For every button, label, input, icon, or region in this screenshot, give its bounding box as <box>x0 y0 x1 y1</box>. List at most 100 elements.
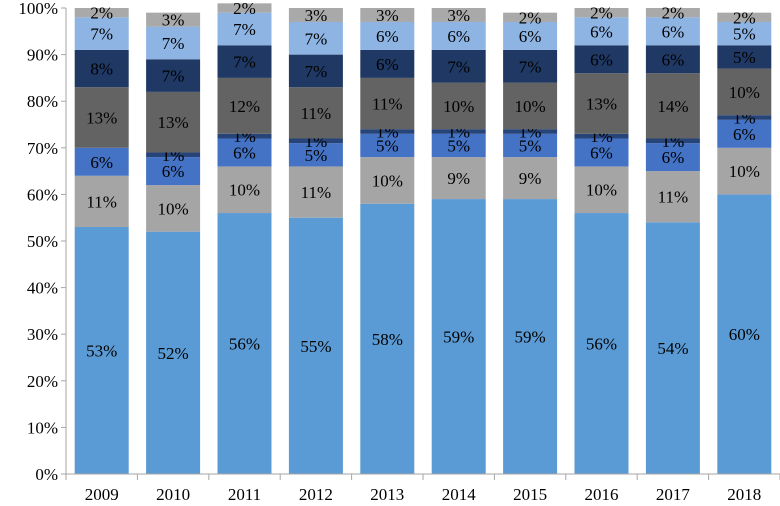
bar-segment <box>146 26 201 60</box>
data-label: 7% <box>90 25 113 44</box>
data-label: 2% <box>590 4 613 23</box>
bar-segment <box>574 8 629 18</box>
data-label: 3% <box>305 6 328 25</box>
data-label: 7% <box>305 29 328 48</box>
bar-segment <box>360 203 415 474</box>
data-label: 11% <box>372 95 403 114</box>
x-tick-label: 2017 <box>656 485 691 504</box>
data-label: 10% <box>158 199 189 218</box>
x-tick-label: 2010 <box>156 485 190 504</box>
bar-segment <box>645 73 700 139</box>
bar-segment <box>74 175 129 228</box>
data-label: 58% <box>372 330 403 349</box>
bar-segment <box>217 138 272 167</box>
data-label: 3% <box>162 11 185 30</box>
y-tick-label: 50% <box>27 232 58 251</box>
data-label: 3% <box>447 6 470 25</box>
bar-segment <box>74 49 129 88</box>
bar-segment <box>717 115 772 120</box>
data-label: 6% <box>233 143 256 162</box>
bar-segment <box>717 147 772 195</box>
bar-segment <box>74 87 129 148</box>
data-label: 2% <box>662 4 685 23</box>
bar-segment <box>574 73 629 134</box>
data-label: 14% <box>657 97 688 116</box>
y-tick-label: 0% <box>35 465 58 484</box>
bar-segment <box>74 17 129 50</box>
data-label: 52% <box>158 344 189 363</box>
bar-segment <box>431 129 486 134</box>
bar-segment <box>574 17 629 46</box>
data-label: 6% <box>662 148 685 167</box>
bar-segment <box>503 82 558 130</box>
x-tick-label: 2012 <box>299 485 333 504</box>
bar-segment <box>717 119 772 148</box>
bar-segment <box>217 12 272 46</box>
bar-segment <box>288 21 343 55</box>
data-label: 7% <box>162 67 185 86</box>
data-label: 10% <box>372 171 403 190</box>
bar-segment <box>288 217 343 474</box>
x-tick-label: 2009 <box>85 485 119 504</box>
bar-segment <box>574 213 629 475</box>
data-label: 6% <box>519 27 542 46</box>
bar-segment <box>503 49 558 83</box>
bar-segment <box>360 77 415 130</box>
bar-segment <box>717 194 772 474</box>
bar-segment <box>717 68 772 116</box>
data-label: 5% <box>519 136 542 155</box>
data-label: 6% <box>733 125 756 144</box>
bar-segment <box>574 138 629 167</box>
data-label: 13% <box>158 113 189 132</box>
x-tick-label: 2014 <box>442 485 477 504</box>
data-label: 11% <box>86 192 117 211</box>
data-label: 53% <box>86 342 117 361</box>
y-tick-label: 80% <box>27 92 58 111</box>
bar-segment <box>431 8 486 22</box>
x-tick-label: 2018 <box>727 485 761 504</box>
bar-segment <box>431 157 486 200</box>
bar-segment <box>217 133 272 139</box>
bar-segment <box>503 199 558 474</box>
bar-segment <box>288 87 343 139</box>
x-tick-label: 2013 <box>370 485 404 504</box>
bar-segment <box>217 3 272 13</box>
y-tick-label: 90% <box>27 46 58 65</box>
data-label: 10% <box>515 97 546 116</box>
bar-segment <box>217 77 272 134</box>
data-label: 60% <box>729 325 760 344</box>
data-label: 9% <box>447 169 470 188</box>
data-label: 6% <box>590 50 613 69</box>
data-label: 5% <box>376 136 399 155</box>
data-label: 7% <box>447 57 470 76</box>
data-label: 6% <box>590 143 613 162</box>
bar-segment <box>503 129 558 134</box>
data-label: 10% <box>729 162 760 181</box>
bar-segment <box>645 17 700 46</box>
data-label: 5% <box>305 146 328 165</box>
bar-segment <box>146 91 201 153</box>
bar-segment <box>74 147 129 176</box>
bar-segment <box>217 213 272 475</box>
bar-segment <box>146 152 201 158</box>
bar-segment <box>645 138 700 144</box>
bar-segment <box>288 138 343 144</box>
data-label: 2% <box>90 4 113 23</box>
data-label: 11% <box>301 183 332 202</box>
bar-segment <box>360 129 415 134</box>
data-label: 9% <box>519 169 542 188</box>
bar-segment <box>146 59 201 92</box>
bar-segment <box>645 143 700 172</box>
bar-segment <box>431 199 486 474</box>
bar-segment <box>74 8 129 18</box>
data-label: 2% <box>519 8 542 27</box>
bar-segment <box>717 12 772 22</box>
data-label: 56% <box>586 335 617 354</box>
data-label: 8% <box>90 60 113 79</box>
data-label: 10% <box>443 97 474 116</box>
bar-segment <box>360 49 415 78</box>
bar-segment <box>503 21 558 50</box>
bar-segment <box>146 231 201 474</box>
bar-segment <box>645 45 700 74</box>
bar-segment <box>717 21 772 46</box>
